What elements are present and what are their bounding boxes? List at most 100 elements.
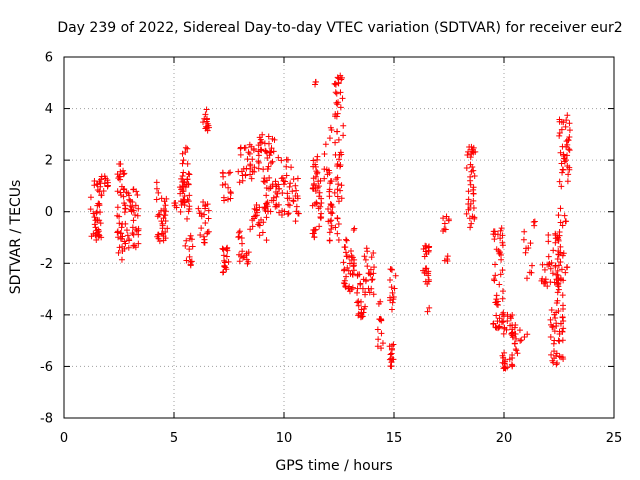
data-point — [239, 240, 246, 247]
data-point — [559, 337, 566, 344]
data-point — [378, 330, 385, 337]
data-point — [182, 242, 189, 249]
data-point — [359, 313, 366, 320]
data-point — [499, 239, 506, 246]
data-point — [334, 101, 341, 108]
data-point — [97, 183, 104, 190]
data-point — [274, 190, 281, 197]
data-point — [524, 275, 531, 282]
data-point — [555, 212, 562, 219]
data-point — [368, 254, 375, 261]
data-points — [87, 72, 573, 372]
data-point — [545, 253, 552, 260]
data-point — [387, 363, 394, 370]
data-point — [227, 189, 234, 196]
data-point — [443, 213, 450, 220]
data-point — [354, 299, 361, 306]
data-point — [539, 275, 546, 282]
data-point — [388, 306, 395, 313]
data-point — [236, 228, 243, 235]
data-point — [271, 136, 278, 143]
data-point — [311, 201, 318, 208]
data-point — [98, 176, 105, 183]
data-point — [559, 169, 566, 176]
data-point — [470, 167, 477, 174]
data-point — [542, 279, 549, 286]
data-point — [95, 226, 102, 233]
data-point — [498, 256, 505, 263]
y-tick-label: -2 — [40, 257, 53, 272]
data-point — [332, 151, 339, 158]
data-point — [181, 193, 188, 200]
data-point — [263, 214, 270, 221]
data-point — [339, 95, 346, 102]
data-point — [560, 151, 567, 158]
data-point — [93, 209, 100, 216]
data-point — [375, 300, 382, 307]
data-point — [557, 249, 564, 256]
data-point — [338, 182, 345, 189]
data-point — [171, 200, 178, 207]
data-point — [267, 208, 274, 215]
data-point — [472, 148, 479, 155]
data-point — [242, 144, 249, 151]
data-point — [500, 330, 507, 337]
data-point — [293, 187, 300, 194]
data-point — [247, 171, 254, 178]
data-point — [122, 220, 129, 227]
data-point — [562, 269, 569, 276]
data-point — [340, 259, 347, 266]
chart-title: Day 239 of 2022, Sidereal Day-to-day VTE… — [57, 20, 622, 36]
data-point — [563, 117, 570, 124]
data-point — [288, 164, 295, 171]
data-point — [332, 111, 339, 118]
data-point — [177, 190, 184, 197]
data-point — [561, 212, 568, 219]
data-point — [340, 132, 347, 139]
data-point — [497, 227, 504, 234]
data-point — [470, 186, 477, 193]
data-point — [552, 239, 559, 246]
data-point — [292, 182, 299, 189]
data-point — [348, 252, 355, 259]
data-point — [465, 188, 472, 195]
data-point — [555, 286, 562, 293]
data-point — [362, 278, 369, 285]
data-point — [558, 266, 565, 273]
data-point — [132, 202, 139, 209]
data-point — [315, 178, 322, 185]
data-point — [316, 189, 323, 196]
data-point — [117, 168, 124, 175]
data-point — [565, 146, 572, 153]
data-point — [334, 193, 341, 200]
data-point — [323, 166, 330, 173]
data-point — [522, 249, 529, 256]
data-point — [361, 253, 368, 260]
data-point — [286, 195, 293, 202]
data-point — [557, 320, 564, 327]
data-point — [342, 236, 349, 243]
data-point — [219, 269, 226, 276]
data-point — [118, 224, 125, 231]
y-tick-label: 4 — [45, 102, 53, 117]
data-point — [335, 80, 342, 87]
data-point — [313, 168, 320, 175]
data-point — [91, 214, 98, 221]
data-point — [467, 181, 474, 188]
data-point — [470, 197, 477, 204]
data-point — [118, 256, 125, 263]
data-point — [200, 199, 207, 206]
x-tick-label: 25 — [606, 431, 623, 446]
data-point — [314, 156, 321, 163]
data-point — [186, 246, 193, 253]
data-point — [554, 256, 561, 263]
data-point — [227, 195, 234, 202]
data-point — [265, 133, 272, 140]
data-point — [294, 175, 301, 182]
data-point — [260, 219, 267, 226]
data-point — [227, 169, 234, 176]
data-point — [520, 236, 527, 243]
data-point — [326, 135, 333, 142]
data-point — [556, 130, 563, 137]
